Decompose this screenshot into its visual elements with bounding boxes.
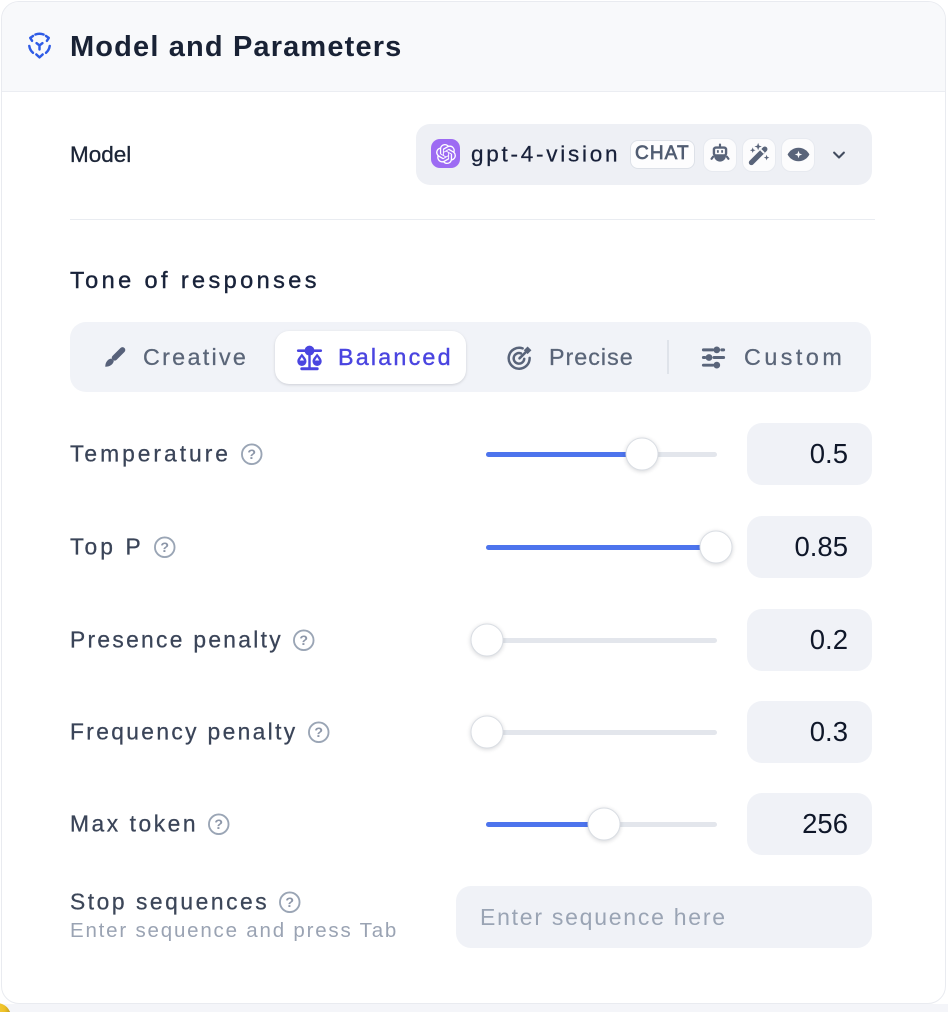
svg-text:?: ? (160, 540, 169, 556)
svg-text:?: ? (247, 447, 256, 463)
svg-text:?: ? (215, 817, 224, 833)
svg-text:?: ? (286, 895, 295, 911)
svg-text:?: ? (299, 633, 308, 649)
svg-text:?: ? (314, 725, 323, 741)
